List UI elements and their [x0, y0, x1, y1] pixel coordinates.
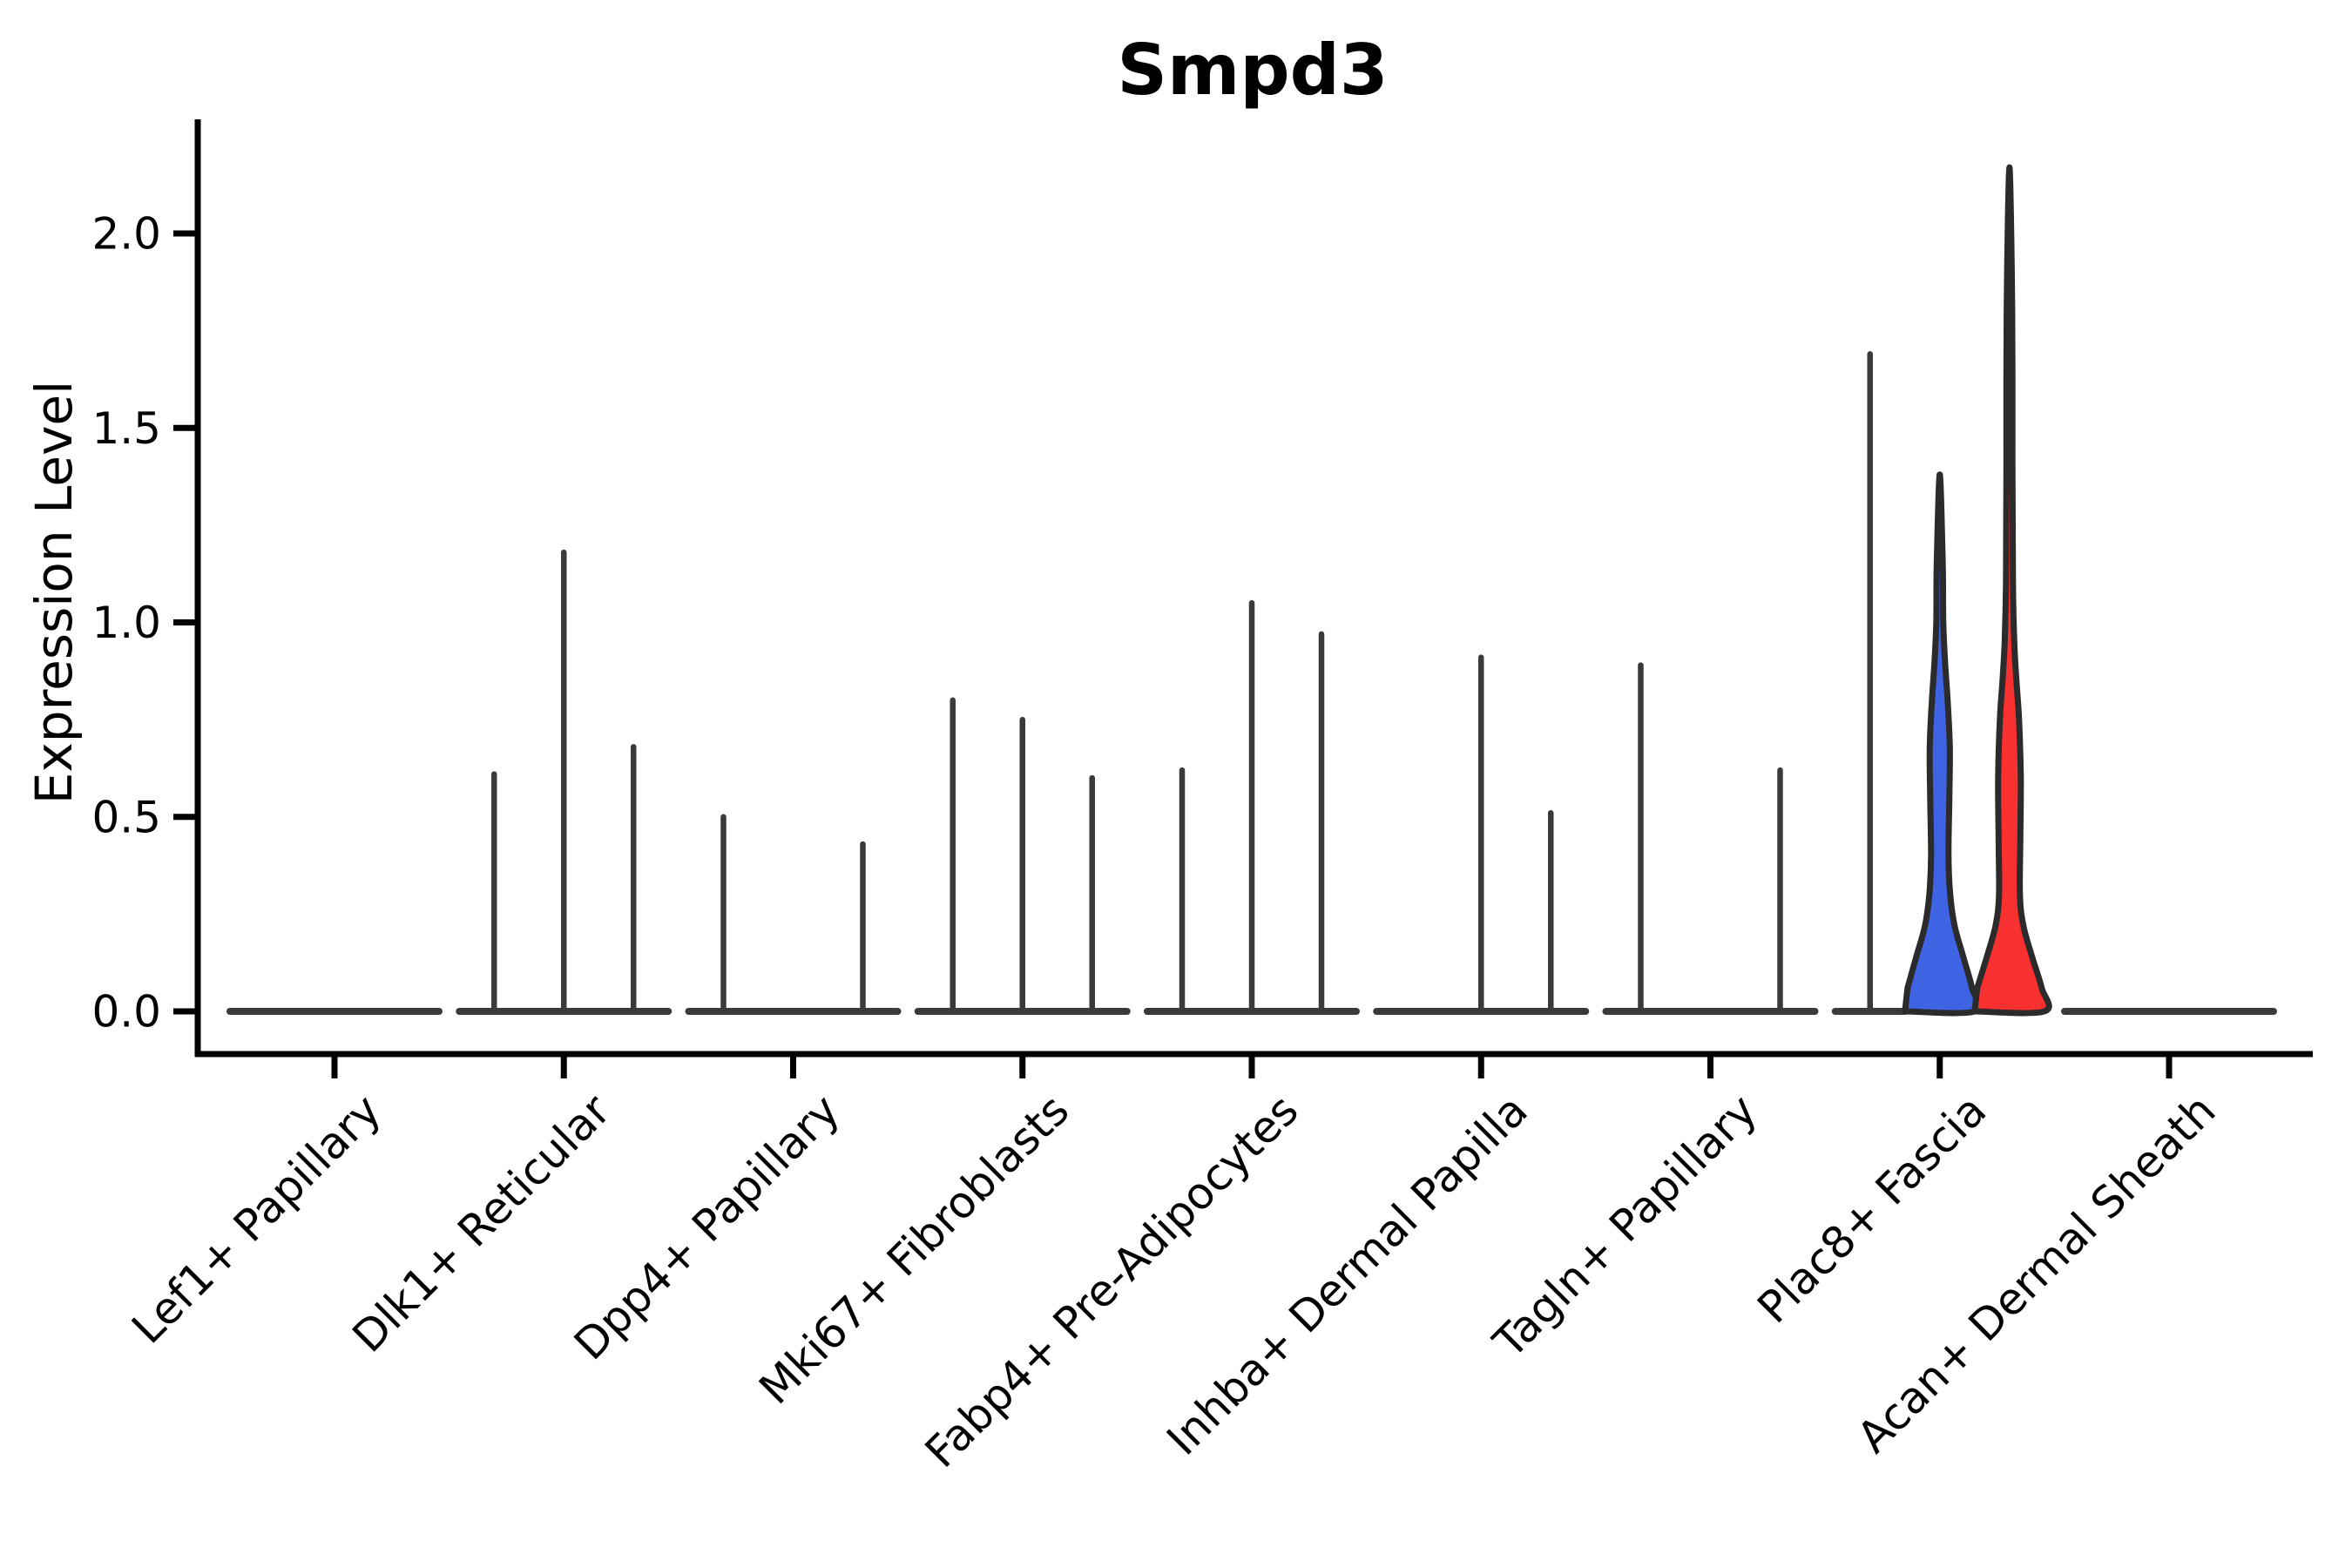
y-axis-label: Expression Level — [24, 381, 84, 804]
y-tick-label: 0.5 — [91, 792, 161, 842]
x-category-label: Lef1+ Papillary — [122, 1085, 390, 1353]
x-category-label: Fabp4+ Pre-Adipocytes — [916, 1085, 1308, 1477]
violins — [226, 164, 2277, 1017]
violin-body — [1971, 164, 2052, 1017]
y-tick-label: 1.5 — [91, 403, 161, 454]
plot-title: Smpd3 — [1117, 30, 1388, 111]
violin-body — [1902, 471, 1983, 1017]
y-tick-label: 0.0 — [91, 987, 161, 1037]
y-axis-ticks: 0.0 0.5 1.0 1.5 2.0 — [91, 209, 198, 1037]
y-tick-label: 2.0 — [91, 209, 161, 260]
x-category-label: Plac8+ Fascia — [1748, 1085, 1997, 1333]
y-tick-label: 1.0 — [91, 598, 161, 648]
